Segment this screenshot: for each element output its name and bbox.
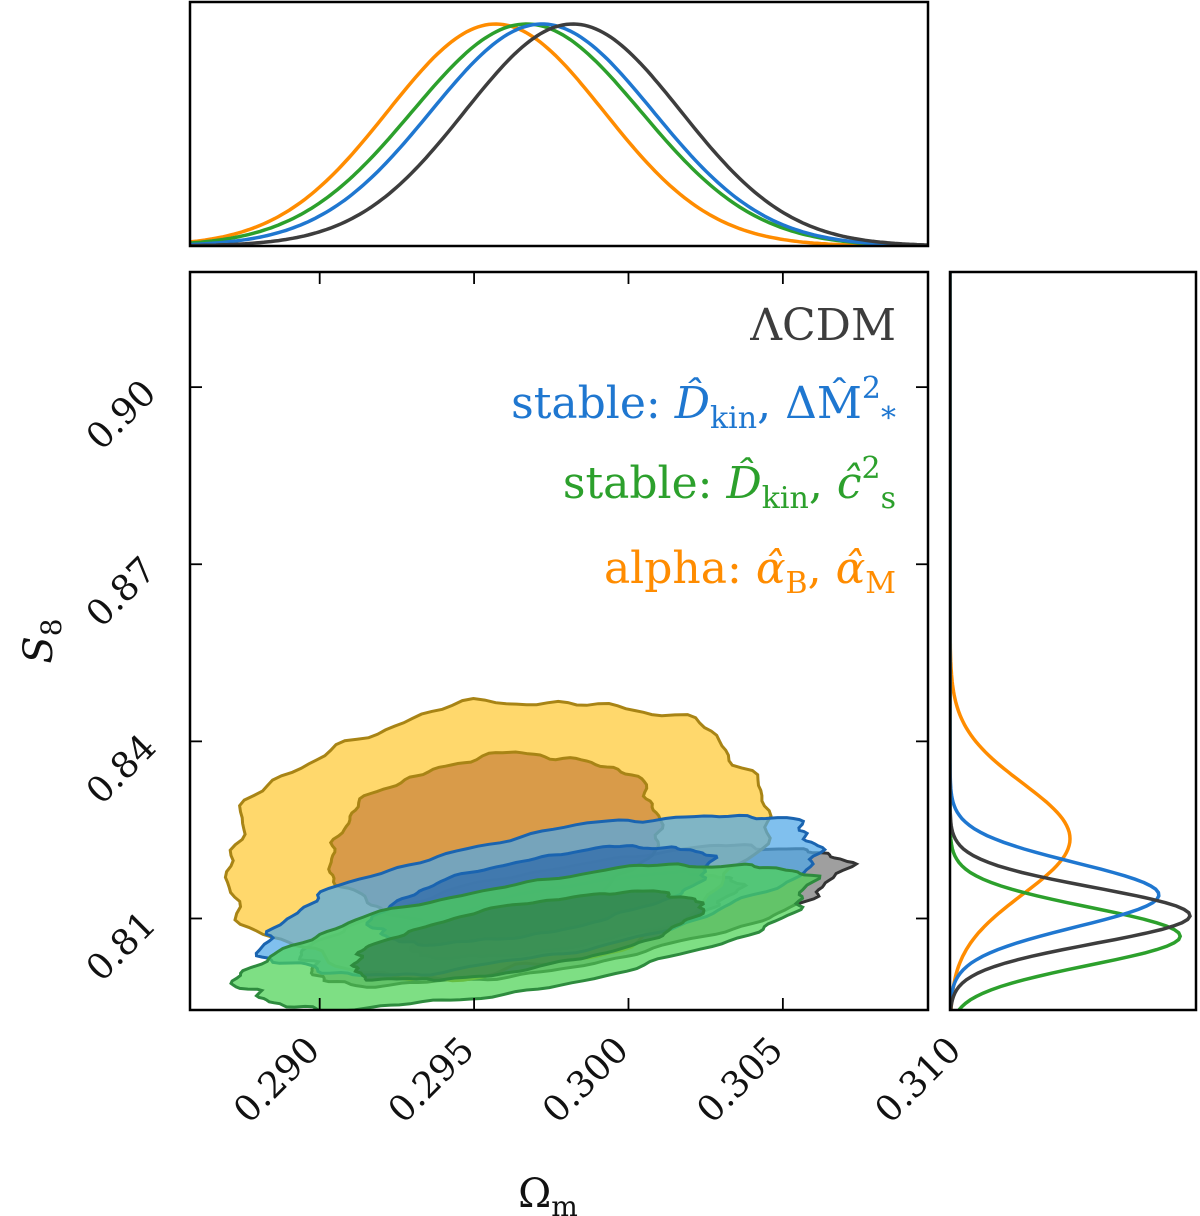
y-marginal-stable_dm: [950, 272, 1161, 1010]
y-marginal-stable_cs: [950, 272, 1183, 1010]
right-panel-frame: [948, 270, 1198, 1012]
x-marginal-stable_cs: [190, 22, 928, 246]
y-tick-label: 0.84: [79, 727, 165, 813]
legend-text-part: alpha:: [604, 543, 756, 594]
y-tick-label: 0.90: [79, 373, 165, 459]
legend-text-part: D̂: [725, 456, 761, 509]
x-tick-label: 0.300: [535, 1029, 637, 1131]
legend-text-part: ,: [808, 543, 836, 594]
x-marginal-lcdm: [190, 22, 928, 246]
x-axis-label-main: Ω: [518, 1171, 551, 1216]
legend-entry-alpha: alpha: α̂B, α̂M: [604, 543, 896, 601]
legend-text-part: B: [786, 566, 808, 601]
legend-text-part: kin: [762, 481, 809, 516]
y-axis-label-main: S: [16, 636, 62, 663]
legend-text-part: α̂: [836, 543, 866, 594]
legend-entry-stable_dm: stable: D̂kin, ΔM̂2*: [511, 371, 896, 436]
y-tick-labels: 0.81 0.84 0.87 0.90: [79, 373, 165, 990]
y-axis-label-sub: 8: [35, 618, 68, 636]
legend-text-part: D̂: [674, 376, 710, 429]
y-tick-label: 0.81: [79, 904, 165, 990]
top-panel-frame: [188, 0, 930, 248]
legend-text-part: , ΔM̂: [757, 376, 862, 429]
x-tick-label: 0.310: [867, 1029, 969, 1131]
legend-text-part: stable:: [511, 378, 675, 429]
contour-panel-ticks: [190, 272, 928, 1010]
legend-text-part: ΛCDM: [749, 300, 896, 351]
y-tick-label: 0.87: [79, 550, 165, 636]
omega-m-marginal-curves: [190, 22, 928, 246]
x-tick-label: 0.305: [689, 1029, 791, 1131]
contour-layers: [223, 696, 860, 1010]
s8-marginal-panel: [948, 270, 1198, 1012]
x-marginal-alpha: [190, 22, 928, 246]
contour-68-stable_cs: [349, 889, 706, 982]
legend-text-part: α̂: [756, 543, 786, 594]
legend-text-part: ,: [809, 458, 837, 509]
legend-text-part: ĉ: [837, 458, 862, 509]
x-tick-label: 0.295: [381, 1029, 483, 1131]
x-tick-labels: 0.290 0.295 0.300 0.305 0.310: [226, 1029, 969, 1131]
legend-text-part: M: [865, 566, 896, 601]
legend-text-part: *: [881, 401, 896, 436]
legend-text-part: 2: [862, 371, 881, 406]
legend-entry-stable_cs: stable: D̂kin, ĉ2s: [563, 451, 896, 516]
omega-m-marginal-panel: [188, 0, 930, 248]
main-panel-frame: [188, 270, 930, 1012]
legend-text-part: stable:: [563, 458, 727, 509]
legend-text-part: kin: [710, 401, 757, 436]
s8-marginal-curves: [950, 272, 1192, 1010]
y-axis-label: S8: [16, 618, 68, 663]
legend-text-part: s: [881, 481, 896, 516]
x-tick-label: 0.290: [226, 1029, 328, 1131]
y-marginal-lcdm: [950, 272, 1192, 1010]
legend-text-part: 2: [862, 451, 881, 486]
legend-entry-lcdm: ΛCDM: [749, 300, 896, 351]
x-axis-label-sub: m: [551, 1190, 578, 1216]
x-axis-label: Ωm: [518, 1171, 578, 1216]
contour-stable_cs: [229, 862, 822, 1010]
